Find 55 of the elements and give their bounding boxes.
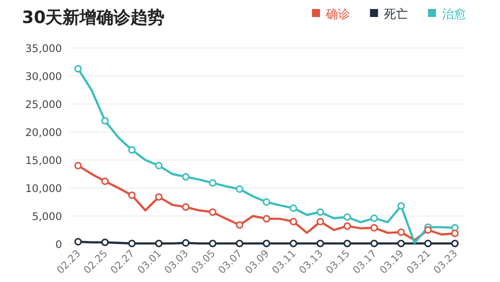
y-tick-label: 25,000 xyxy=(25,99,62,111)
point xyxy=(128,240,136,248)
point xyxy=(101,178,109,186)
point xyxy=(182,239,190,247)
point xyxy=(316,240,324,248)
point xyxy=(397,202,405,210)
point xyxy=(397,240,405,248)
point xyxy=(155,240,163,248)
point xyxy=(155,162,163,170)
point xyxy=(370,214,378,222)
y-tick-label: 20,000 xyxy=(25,127,62,139)
legend-label: 确诊 xyxy=(325,7,350,21)
point xyxy=(128,192,136,200)
point xyxy=(101,117,109,125)
y-tick-label: 30,000 xyxy=(25,71,62,83)
point xyxy=(262,240,270,248)
point xyxy=(370,240,378,248)
point xyxy=(182,173,190,181)
point xyxy=(236,185,244,193)
point xyxy=(262,215,270,223)
point xyxy=(316,208,324,216)
point xyxy=(208,208,216,216)
chart-title: 30天新增确诊趋势 xyxy=(22,8,165,28)
legend-label: 死亡 xyxy=(384,7,408,21)
point xyxy=(424,240,432,248)
point xyxy=(128,146,136,154)
point xyxy=(316,218,324,226)
point xyxy=(290,240,298,248)
y-tick-label: 0 xyxy=(55,239,62,251)
point xyxy=(290,218,298,226)
point xyxy=(208,179,216,187)
point xyxy=(451,240,459,248)
point xyxy=(208,240,216,248)
y-tick-label: 10,000 xyxy=(25,183,62,195)
point xyxy=(155,193,163,201)
point xyxy=(74,162,82,170)
point xyxy=(262,198,270,206)
point xyxy=(370,224,378,232)
point xyxy=(236,240,244,248)
point xyxy=(74,64,82,72)
point xyxy=(344,240,352,248)
point xyxy=(236,221,244,229)
point xyxy=(344,222,352,230)
point xyxy=(424,226,432,234)
y-tick-label: 15,000 xyxy=(25,155,62,167)
point xyxy=(182,203,190,211)
point xyxy=(451,230,459,238)
point xyxy=(344,213,352,221)
point xyxy=(397,228,405,236)
legend-label: 治愈 xyxy=(442,7,466,21)
point xyxy=(74,238,82,246)
point xyxy=(290,204,298,212)
point xyxy=(101,238,109,246)
y-tick-label: 35,000 xyxy=(25,43,62,55)
y-tick-label: 5,000 xyxy=(32,211,62,223)
